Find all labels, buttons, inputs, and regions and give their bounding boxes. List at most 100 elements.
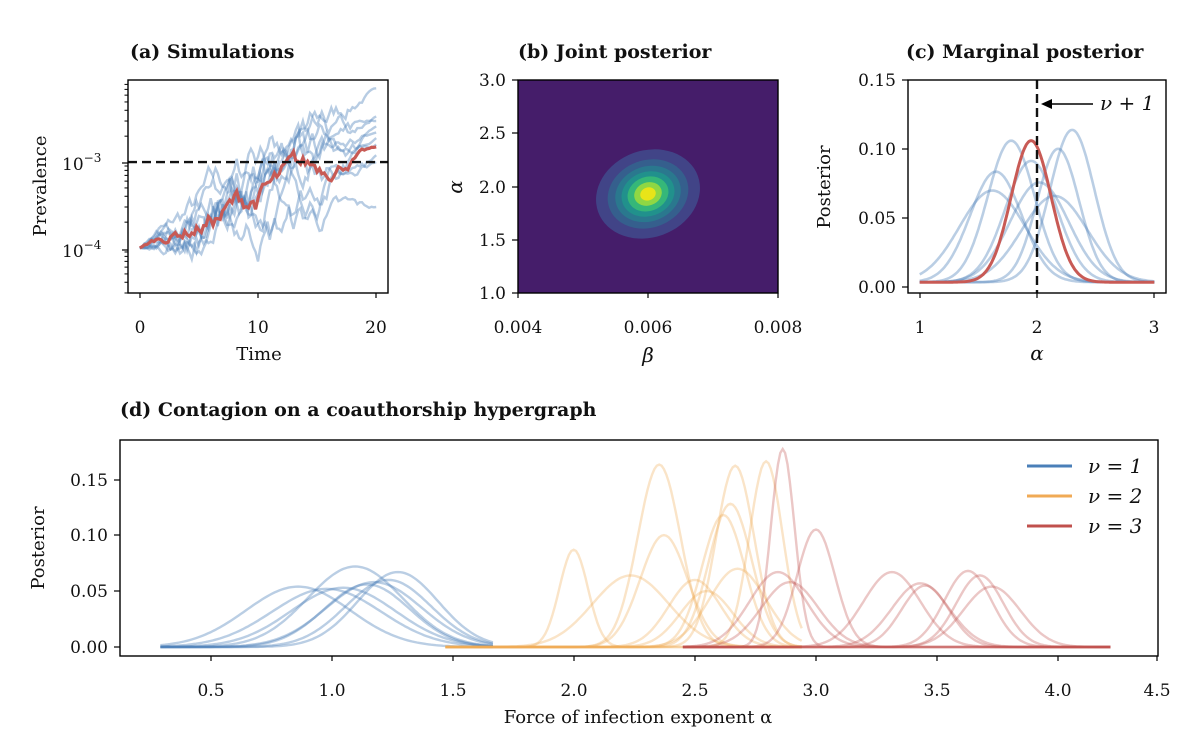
highlight-trajectory [138,145,377,250]
x-tick-label: 0.006 [624,318,673,338]
panel-a-plot-area [128,87,388,264]
posterior-curve-orange [445,574,802,649]
x-tick-label: 4.5 [1143,681,1170,701]
panel-b: (b) Joint posterior 0.004 0.006 0.008 3.… [443,41,802,367]
y-tick-label-1e-3: 10−3 [62,151,101,175]
panel-b-x-ticks: 0.004 0.006 0.008 [494,293,803,338]
panel-c-y-label: Posterior [814,145,835,229]
posterior-curve-red [682,584,1111,649]
x-tick-label: 3.5 [923,681,950,701]
x-tick-label: 1.0 [318,681,345,701]
panel-d-x-label: Force of infection exponent α [504,707,773,728]
annotation-nu-plus-one: ν + 1 [1041,91,1154,115]
contour-peak [640,187,656,201]
panel-c-x-ticks: 1 2 3 [915,293,1159,338]
y-tick-label: 0.10 [858,140,896,160]
x-tick-label: 0 [135,318,146,338]
posterior-curve-orange [445,463,802,649]
simulation-trajectory [139,115,377,251]
panel-b-y-ticks: 3.0 2.5 2.0 1.5 1.0 [479,71,518,304]
posterior-curve-orange [445,502,802,649]
posterior-curve-orange [445,533,802,649]
panel-d-frame [119,439,1159,657]
panel-c-x-label: α [1030,341,1044,365]
y-tick-label: 0.05 [858,209,896,229]
y-tick-label: 1.5 [479,231,506,251]
posterior-curve-red [682,528,1111,649]
panel-c-y-ticks: 0.15 0.10 0.05 0.00 [858,71,908,298]
legend: ν = 1 ν = 2 ν = 3 [1027,454,1142,538]
x-tick-label: 2 [1032,318,1043,338]
posterior-curve-blue [160,570,494,649]
simulation-trajectory [139,128,377,264]
x-tick-label: 0.5 [197,681,224,701]
posterior-curve-red [682,574,1111,649]
x-tick-label: 10 [247,318,269,338]
y-tick-label: 0.05 [70,582,108,602]
posterior-curve-blue [160,565,493,649]
posterior-curve-red [682,570,1111,649]
true-posterior-curve [919,139,1155,284]
posterior-curve-orange [445,459,803,649]
panel-c-title: (c) Marginal posterior [906,41,1144,63]
posterior-curve-blue [160,585,493,649]
posterior-curve-orange [445,589,802,649]
posterior-curve-blue [160,580,494,649]
x-tick-label: 4.0 [1044,681,1071,701]
y-tick-label: 3.0 [479,71,506,91]
posterior-curve-orange [445,513,802,649]
panel-d: (d) Contagion on a coauthorship hypergra… [28,399,1171,728]
simulation-trajectory [139,108,377,252]
panel-c: (c) Marginal posterior ν + 1 1 2 3 0.15 … [814,41,1167,365]
x-tick-label: 1.5 [439,681,466,701]
panel-a: (a) Simulations 0 10 20 10−3 10−4 Time P… [30,41,389,365]
panel-b-title: (b) Joint posterior [518,41,712,63]
y-tick-label: 0.15 [70,471,108,491]
posterior-curve-blue [160,578,494,649]
panel-d-x-ticks: 0.5 1.0 1.5 2.0 2.5 3.0 3.5 4.0 4.5 [197,656,1171,701]
y-tick-label: 0.10 [70,526,108,546]
posterior-curve-red [682,446,1111,649]
x-tick-label: 0.004 [494,318,543,338]
y-tick-label: 2.5 [479,124,506,144]
simulation-trajectory [139,137,377,257]
panel-a-y-ticks: 10−3 10−4 [62,83,128,294]
simulation-trajectory [139,87,377,250]
y-tick-label: 1.0 [479,284,506,304]
panel-d-y-label: Posterior [28,506,49,590]
posterior-curve-blue [160,587,493,648]
posterior-curve-blue [160,583,493,649]
x-tick-label: 1 [915,318,926,338]
y-tick-label: 0.00 [70,638,108,658]
y-tick-label: 2.0 [479,178,506,198]
posterior-curve-blue [160,586,493,649]
x-tick-label: 2.0 [560,681,587,701]
x-tick-label: 2.5 [681,681,708,701]
posterior-curve-red [682,569,1111,649]
legend-label-nu-2: ν = 2 [1088,484,1142,508]
x-tick-label: 0.008 [754,318,803,338]
x-tick-label: 3.0 [802,681,829,701]
posterior-curve-red [682,582,1111,649]
y-tick-label-1e-4: 10−4 [62,238,102,262]
posterior-curve-red [682,580,1111,649]
panel-d-plot-area [160,446,1111,649]
annotation-label: ν + 1 [1100,91,1154,115]
annotation-arrow-head [1041,99,1052,109]
panel-a-x-ticks: 0 10 20 [135,293,387,338]
panel-a-y-label: Prevalence [30,135,51,236]
panel-d-y-ticks: 0.15 0.10 0.05 0.00 [70,471,120,658]
posterior-curve-orange [445,567,803,649]
legend-label-nu-1: ν = 1 [1088,454,1142,478]
y-tick-label: 0.15 [858,71,896,91]
panel-d-title: (d) Contagion on a coauthorship hypergra… [120,399,597,421]
posterior-curve-red [682,570,1111,649]
posterior-curve-orange [445,578,802,649]
panel-b-y-label: α [443,180,467,194]
posterior-curve-orange [445,464,802,649]
y-tick-label: 0.00 [858,278,896,298]
y-minor-ticks [124,83,128,294]
heatmap-contours [596,149,700,239]
x-tick-label: 20 [365,318,387,338]
